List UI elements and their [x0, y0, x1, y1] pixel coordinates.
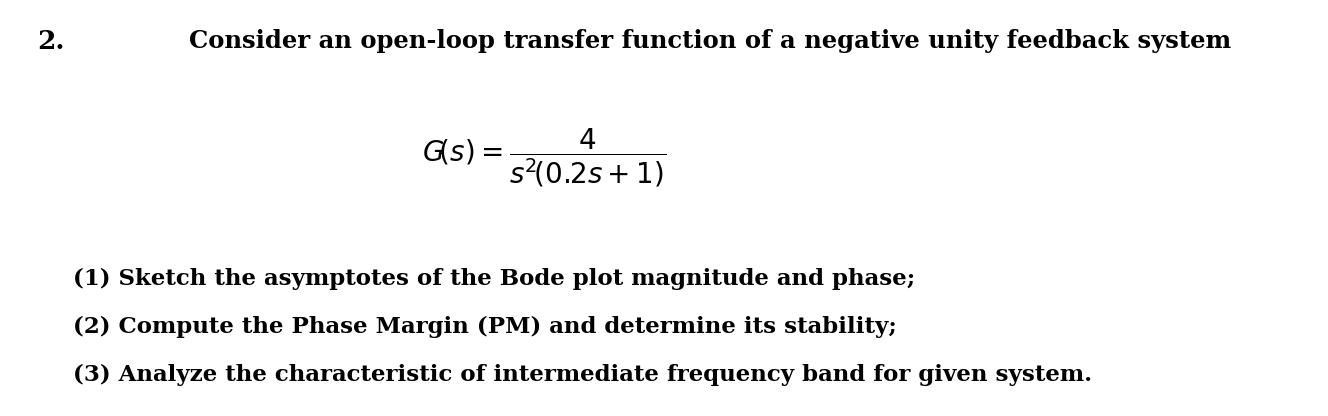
Text: (2) Compute the Phase Margin (PM) and determine its stability;: (2) Compute the Phase Margin (PM) and de…	[73, 316, 896, 338]
Text: 2.: 2.	[37, 29, 65, 54]
Text: (1) Sketch the asymptotes of the Bode plot magnitude and phase;: (1) Sketch the asymptotes of the Bode pl…	[73, 268, 915, 290]
Text: Consider an open-loop transfer function of a negative unity feedback system: Consider an open-loop transfer function …	[190, 29, 1231, 53]
Text: (3) Analyze the characteristic of intermediate frequency band for given system.: (3) Analyze the characteristic of interm…	[73, 364, 1092, 386]
Text: $G\!\left(s\right)=\dfrac{4}{s^{2}\!\left(0.2s+1\right)}$: $G\!\left(s\right)=\dfrac{4}{s^{2}\!\lef…	[422, 127, 667, 189]
